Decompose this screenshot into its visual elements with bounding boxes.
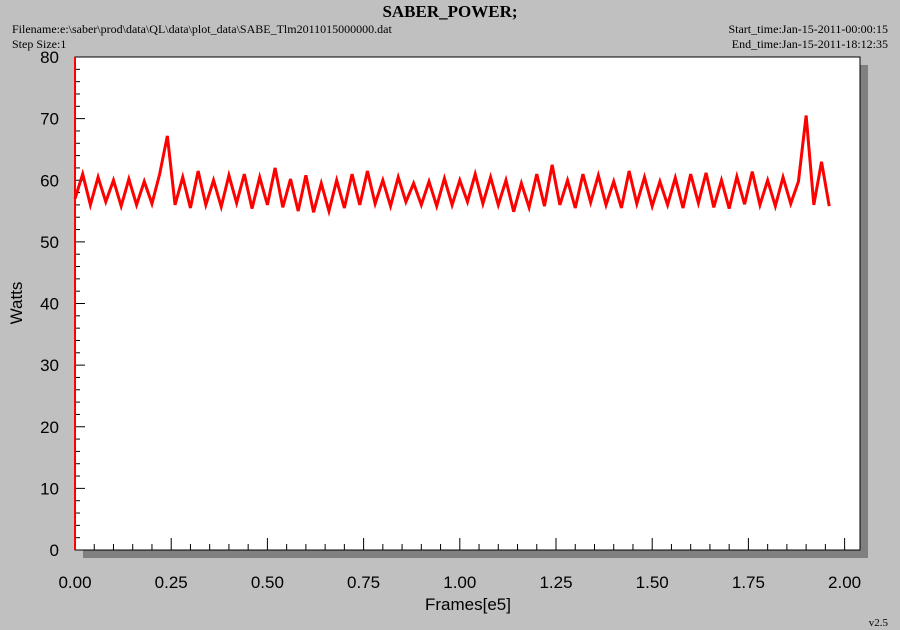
filename: Filename:e:\saber\prod\data\QL\data\plot…	[12, 22, 392, 36]
end-time: End_time:Jan-15-2011-18:12:35	[732, 37, 888, 51]
y-tick-label: 80	[40, 48, 59, 67]
x-tick-label: 0.00	[58, 573, 91, 592]
y-tick-label: 20	[40, 418, 59, 437]
x-tick-label: 1.25	[539, 573, 572, 592]
x-tick-label: 1.00	[443, 573, 476, 592]
x-tick-label: 1.50	[636, 573, 669, 592]
y-tick-label: 60	[40, 171, 59, 190]
x-tick-label: 0.75	[347, 573, 380, 592]
y-tick-label: 40	[40, 295, 59, 314]
y-axis-label: Watts	[7, 282, 26, 325]
y-tick-label: 70	[40, 110, 59, 129]
x-tick-label: 0.50	[251, 573, 284, 592]
chart-title: SABER_POWER;	[382, 2, 517, 21]
y-tick-label: 10	[40, 479, 59, 498]
version: v2.5	[869, 617, 889, 629]
x-tick-label: 2.00	[828, 573, 861, 592]
y-tick-label: 0	[50, 541, 59, 560]
step-size: Step Size:1	[12, 37, 66, 51]
x-tick-label: 1.75	[732, 573, 765, 592]
y-tick-label: 50	[40, 233, 59, 252]
data-line	[73, 115, 831, 217]
start-time: Start_time:Jan-15-2011-00:00:15	[728, 22, 888, 36]
x-tick-label: 0.25	[155, 573, 188, 592]
plot-area	[74, 56, 861, 551]
x-axis-label: Frames[e5]	[425, 595, 511, 614]
y-tick-label: 30	[40, 356, 59, 375]
